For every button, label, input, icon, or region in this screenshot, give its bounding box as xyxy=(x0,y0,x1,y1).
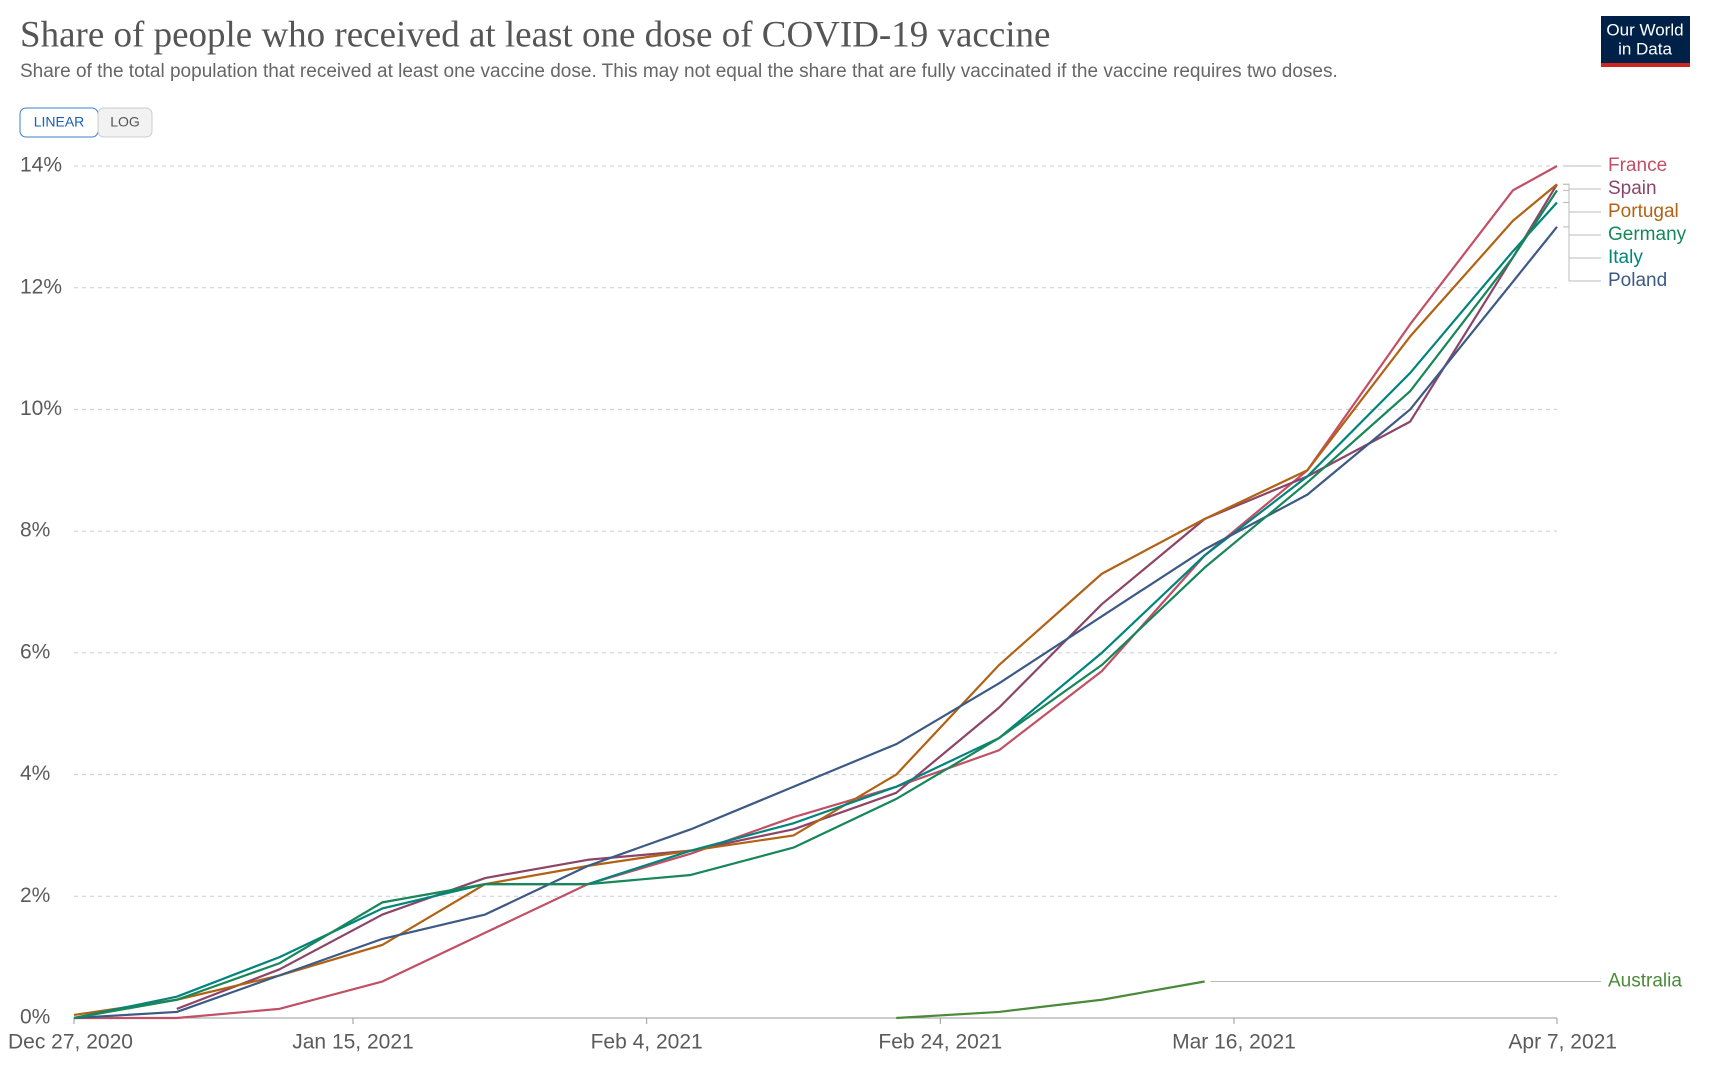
legend-label: Italy xyxy=(1608,247,1643,268)
logo-text: Our World xyxy=(1606,20,1683,39)
x-tick-label: Dec 27, 2020 xyxy=(8,1031,133,1054)
series-line xyxy=(896,980,1205,1020)
y-tick-label: 4% xyxy=(20,762,50,785)
x-tick-label: Mar 16, 2021 xyxy=(1172,1031,1296,1054)
legend-label: Spain xyxy=(1608,178,1657,199)
legend-label: Australia xyxy=(1608,971,1682,992)
x-tick-label: Jan 15, 2021 xyxy=(292,1031,413,1054)
chart-title: Share of people who received at least on… xyxy=(20,14,1050,55)
scale-button-label: LINEAR xyxy=(34,114,85,130)
logo[interactable] xyxy=(1601,16,1690,66)
y-tick-label: 14% xyxy=(20,154,62,177)
x-tick-label: Feb 4, 2021 xyxy=(591,1031,703,1054)
chart-subtitle: Share of the total population that recei… xyxy=(20,61,1338,82)
scale-button[interactable] xyxy=(97,107,153,138)
legend-label: Germany xyxy=(1608,224,1687,245)
legend-label: Poland xyxy=(1608,270,1667,291)
y-tick-label: 12% xyxy=(20,275,62,298)
series-line xyxy=(73,183,1558,1017)
series-line xyxy=(73,226,1558,1020)
logo-bar xyxy=(1601,63,1690,67)
y-tick-label: 2% xyxy=(20,884,50,907)
legend-leader xyxy=(1563,226,1601,282)
legend-label: Portugal xyxy=(1608,201,1679,222)
x-tick-label: Feb 24, 2021 xyxy=(878,1031,1002,1054)
series-line xyxy=(73,189,1558,1020)
series-line xyxy=(74,165,1558,1020)
logo-text: in Data xyxy=(1618,39,1672,58)
scale-button-label: LOG xyxy=(110,114,140,130)
legend-label: France xyxy=(1608,155,1667,176)
series-line xyxy=(73,201,1558,1020)
series-line xyxy=(176,183,1558,1010)
x-tick-label: Apr 7, 2021 xyxy=(1508,1031,1617,1054)
y-tick-label: 0% xyxy=(20,1006,50,1029)
y-tick-label: 8% xyxy=(20,519,50,542)
y-tick-label: 6% xyxy=(20,640,50,663)
y-tick-label: 10% xyxy=(20,397,62,420)
